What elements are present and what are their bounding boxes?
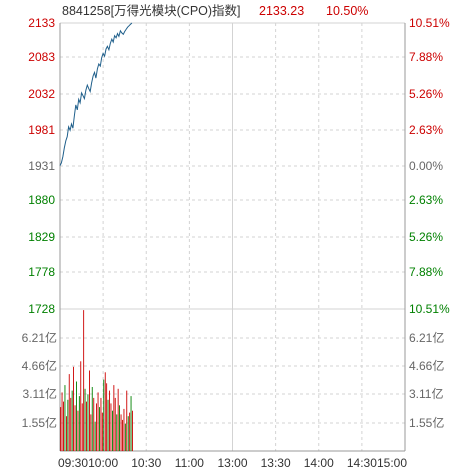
volume-bar	[64, 385, 66, 451]
volume-tick-label-right: 1.55亿	[409, 415, 444, 430]
volume-bar	[106, 383, 108, 451]
axis-labels: 2133 2083 2032 1981 1931 1880 1829 1778 1728 10.5…	[22, 16, 450, 470]
volume-bar	[117, 388, 119, 451]
time-tick-label: 14:00	[304, 456, 334, 470]
time-tick-label: 13:00	[217, 456, 247, 470]
percent-tick-label: 2.63%	[409, 123, 443, 137]
volume-bar	[124, 423, 126, 451]
volume-bar	[63, 401, 64, 451]
time-tick-label: 10:30	[131, 456, 161, 470]
price-tick-label: 1778	[28, 265, 55, 279]
volume-bar	[78, 396, 80, 451]
percent-tick-label: 5.26%	[409, 230, 443, 244]
volume-bar	[116, 414, 118, 451]
volume-bar	[130, 396, 132, 451]
volume-bar	[123, 408, 125, 451]
volume-bar	[67, 399, 69, 451]
volume-bar	[73, 366, 74, 451]
volume-bar	[68, 374, 70, 451]
time-tick-label: 14:30	[347, 456, 377, 470]
volume-bar	[74, 405, 76, 451]
volume-bar	[99, 407, 100, 451]
volume-bar	[89, 370, 90, 451]
price-tick-label: 1931	[28, 159, 55, 173]
volume-bar	[76, 381, 77, 451]
time-tick-label: 11:00	[175, 456, 204, 470]
volume-bar	[81, 403, 83, 451]
volume-bar	[112, 410, 113, 451]
volume-bar	[61, 392, 63, 451]
percent-tick-label: 2.63%	[409, 193, 443, 207]
volume-bar	[104, 372, 106, 451]
volume-tick-label-right: 3.11亿	[409, 386, 443, 401]
volume-tick-label-right: 4.66亿	[409, 358, 444, 373]
volume-panel	[60, 310, 133, 451]
percent-tick-label: 7.88%	[409, 50, 443, 64]
volume-bar	[107, 399, 109, 451]
time-tick-label: 15:00	[377, 456, 407, 470]
time-tick-label: 10:00	[88, 456, 118, 470]
percent-tick-label: 7.88%	[409, 265, 443, 279]
volume-bar	[77, 410, 79, 451]
volume-bar	[83, 310, 85, 451]
volume-bar	[90, 414, 92, 451]
volume-bar	[96, 403, 97, 451]
volume-bar	[71, 390, 73, 451]
volume-tick-label-left: 6.21亿	[22, 330, 57, 345]
volume-bar	[94, 421, 96, 451]
time-tick-label: 09:30	[58, 456, 88, 470]
price-tick-label: 2133	[28, 16, 55, 30]
volume-bar	[87, 394, 89, 451]
percent-tick-label: 10.51%	[409, 16, 450, 30]
volume-bar	[119, 405, 120, 451]
volume-bar	[86, 401, 87, 451]
volume-bar	[100, 397, 102, 451]
volume-bar	[122, 419, 123, 451]
volume-bar	[110, 403, 112, 451]
index-title: 8841258[万得光模块(CPO)指数]	[62, 3, 241, 18]
price-tick-label: 1829	[28, 230, 55, 244]
volume-bar	[109, 390, 110, 451]
volume-bar	[114, 397, 116, 451]
percent-tick-label: 10.51%	[409, 302, 450, 316]
price-panel	[59, 22, 133, 166]
volume-tick-label-right: 6.21亿	[409, 330, 444, 345]
volume-bar	[93, 397, 95, 451]
time-tick-label: 13:30	[261, 456, 291, 470]
volume-bar	[132, 410, 133, 451]
price-tick-label: 1880	[28, 193, 55, 207]
volume-bar	[84, 388, 86, 451]
volume-bar	[126, 390, 128, 451]
volume-bar	[70, 397, 72, 451]
volume-tick-label-left: 4.66亿	[22, 358, 57, 373]
price-tick-label: 1981	[28, 123, 55, 137]
volume-bar	[120, 414, 122, 451]
volume-bar	[127, 416, 129, 451]
axes	[59, 23, 406, 452]
percent-tick-label: 5.26%	[409, 87, 443, 101]
price-line	[59, 22, 133, 166]
volume-bar	[91, 387, 93, 451]
volume-tick-label-left: 1.55亿	[22, 415, 57, 430]
volume-bar	[103, 379, 105, 451]
volume-tick-label-left: 3.11亿	[23, 386, 57, 401]
volume-bar	[129, 412, 131, 451]
percent-tick-label: 0.00%	[409, 159, 443, 173]
volume-bar	[97, 392, 99, 451]
grid	[60, 22, 405, 451]
index-price: 2133.23	[259, 4, 304, 18]
price-tick-label: 1728	[28, 302, 55, 316]
index-change-pct: 10.50%	[326, 4, 368, 18]
volume-bar	[101, 412, 103, 451]
volume-bar	[60, 407, 62, 451]
price-tick-label: 2032	[28, 87, 55, 101]
price-tick-label: 2083	[28, 50, 55, 64]
volume-bar	[66, 416, 67, 451]
volume-bar	[113, 385, 115, 451]
volume-bar	[80, 361, 82, 451]
